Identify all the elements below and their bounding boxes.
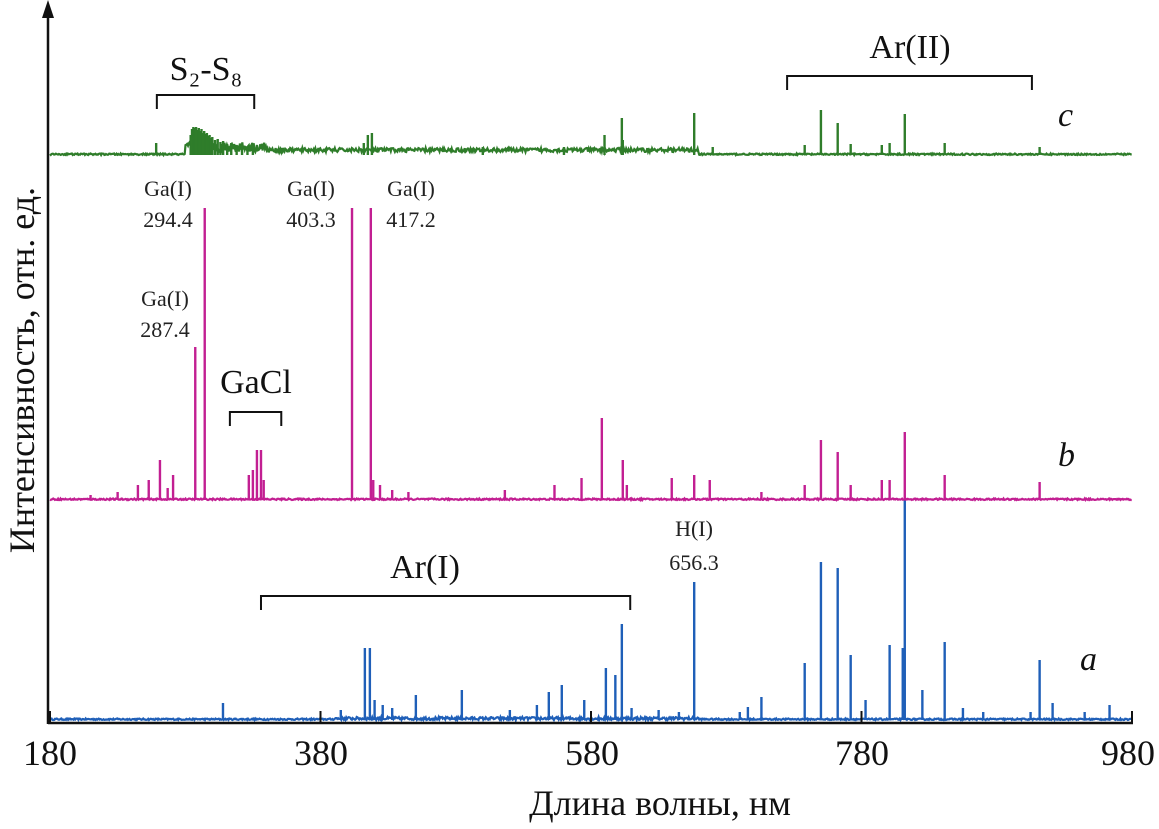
peak-label-species: H(I) xyxy=(675,516,713,541)
peak-label-wavelength: 656.3 xyxy=(669,550,719,575)
x-axis-label: Длина волны, нм xyxy=(529,783,791,823)
band-brackets xyxy=(155,75,1033,610)
x-tick-label: 580 xyxy=(565,733,619,773)
peak-label-species: Ga(I) xyxy=(287,176,335,201)
band-bracket xyxy=(228,411,283,426)
x-ticks xyxy=(49,711,1133,723)
spectra xyxy=(49,110,1132,724)
spectrum-b-baseline xyxy=(49,496,1132,503)
peak-label-wavelength: 417.2 xyxy=(386,207,436,232)
peak-label-wavelength: 403.3 xyxy=(286,207,336,232)
x-tick-label: 980 xyxy=(1101,733,1155,773)
band-label: Ar(I) xyxy=(390,549,460,586)
y-axis-arrow-icon xyxy=(42,0,54,18)
series-label-b: b xyxy=(1058,437,1075,474)
peak-label-species: Ga(I) xyxy=(144,176,192,201)
band-label: GaCl xyxy=(220,364,292,401)
band-bracket xyxy=(259,595,632,610)
y-axis-label: Интенсивность, отн. ед. xyxy=(2,187,42,553)
series-label-a: a xyxy=(1080,641,1097,678)
peak-label-wavelength: 287.4 xyxy=(140,317,190,342)
band-bracket xyxy=(155,94,256,109)
series-label-c: c xyxy=(1058,97,1073,134)
peak-label-species: Ga(I) xyxy=(141,286,189,311)
band-bracket xyxy=(786,75,1033,90)
x-tick-label: 380 xyxy=(294,733,348,773)
band-label: Ar(II) xyxy=(869,29,950,66)
peak-label-species: Ga(I) xyxy=(387,176,435,201)
x-tick-label: 180 xyxy=(23,733,77,773)
peak-label-wavelength: 294.4 xyxy=(143,207,193,232)
x-tick-label: 780 xyxy=(835,733,889,773)
band-label: S₂-S₈ xyxy=(170,51,243,88)
